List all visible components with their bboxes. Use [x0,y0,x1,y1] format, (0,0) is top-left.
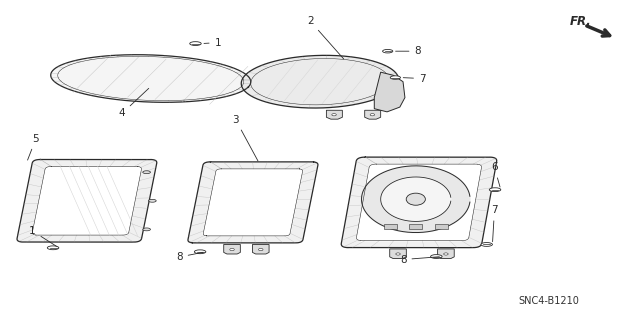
Polygon shape [241,56,399,108]
Polygon shape [362,166,470,233]
Polygon shape [365,110,381,119]
Polygon shape [341,157,497,248]
Polygon shape [51,55,251,102]
Polygon shape [356,164,481,241]
Polygon shape [326,110,342,119]
Ellipse shape [406,193,426,205]
Ellipse shape [481,242,492,246]
Polygon shape [204,169,303,236]
Text: 1: 1 [29,226,56,246]
Polygon shape [390,249,406,258]
Polygon shape [438,249,454,258]
Ellipse shape [189,42,201,46]
Polygon shape [252,244,269,254]
Text: 8: 8 [176,252,203,262]
Text: 4: 4 [118,88,148,118]
Ellipse shape [396,253,400,255]
Ellipse shape [431,255,442,258]
Text: 6: 6 [491,162,500,187]
Ellipse shape [230,249,234,251]
Text: 8: 8 [400,255,439,264]
Ellipse shape [444,253,448,255]
Ellipse shape [143,171,150,174]
Text: 5: 5 [28,134,39,160]
Ellipse shape [390,76,401,79]
Polygon shape [188,162,318,243]
Ellipse shape [148,199,156,202]
Ellipse shape [143,228,150,231]
Text: 7: 7 [491,205,498,242]
Polygon shape [17,160,157,242]
Bar [410,224,422,229]
Ellipse shape [383,49,393,53]
Ellipse shape [332,114,336,116]
Text: 8: 8 [396,46,421,56]
Ellipse shape [259,249,263,251]
Ellipse shape [490,188,500,192]
Polygon shape [374,72,405,112]
Ellipse shape [195,250,206,254]
Text: SNC4-B1210: SNC4-B1210 [518,296,579,306]
Polygon shape [33,167,141,235]
Ellipse shape [47,246,59,250]
Text: 2: 2 [307,16,344,59]
Text: 1: 1 [204,38,221,48]
Polygon shape [224,244,241,254]
Text: 7: 7 [403,73,426,84]
Text: 3: 3 [232,115,258,161]
Ellipse shape [370,114,374,116]
Bar [384,224,397,229]
Polygon shape [381,177,451,221]
Text: FR.: FR. [570,15,591,28]
Bar [435,224,448,229]
